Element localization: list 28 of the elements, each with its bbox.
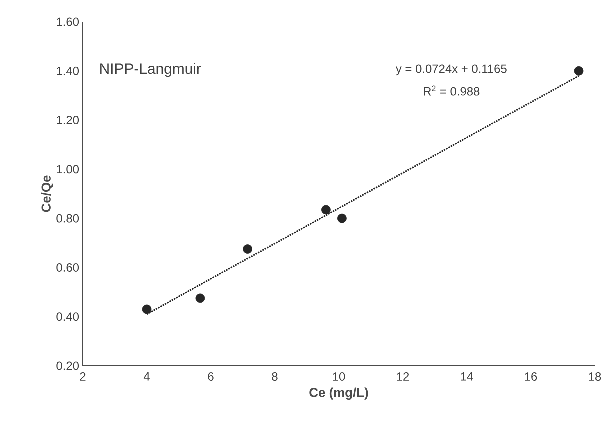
y-tick-label: 0.40 [56,312,80,322]
point [142,304,152,314]
point [574,66,584,76]
y-tick-label: 1.60 [57,18,80,26]
x-axis-title: Ce (mg/L) [310,388,368,400]
x-tick-label: 14 [461,372,474,381]
y-tick-label: 1.20 [57,116,80,125]
y-tick-label: 1.00 [57,165,80,174]
annotation: NIPP-Langmuir [100,63,202,78]
x-tick-label: 6 [208,372,214,381]
y-tick-label: 1.40 [57,66,80,76]
y-axis-title: Ce/Qe [41,176,54,212]
point [243,244,252,254]
y-tick-label: 0.80 [56,214,80,223]
annotation: R$^{2}$ = 0.988 [424,86,480,96]
annotation: y = 0.0724x + 0.1165 [396,64,507,76]
x-tick-label: 18 [589,372,602,381]
y-tick-label: 0.20 [56,362,80,370]
x-tick-label: 16 [525,372,538,381]
point [322,205,331,215]
x-tick-label: 2 [80,372,86,381]
point [196,294,206,304]
y-tick-label: 0.60 [56,263,80,272]
x-tick-label: 10 [333,372,346,381]
point [338,214,347,224]
x-tick-label: 8 [272,372,278,381]
x-tick-label: 12 [397,372,410,381]
x-tick-label: 4 [144,372,150,381]
